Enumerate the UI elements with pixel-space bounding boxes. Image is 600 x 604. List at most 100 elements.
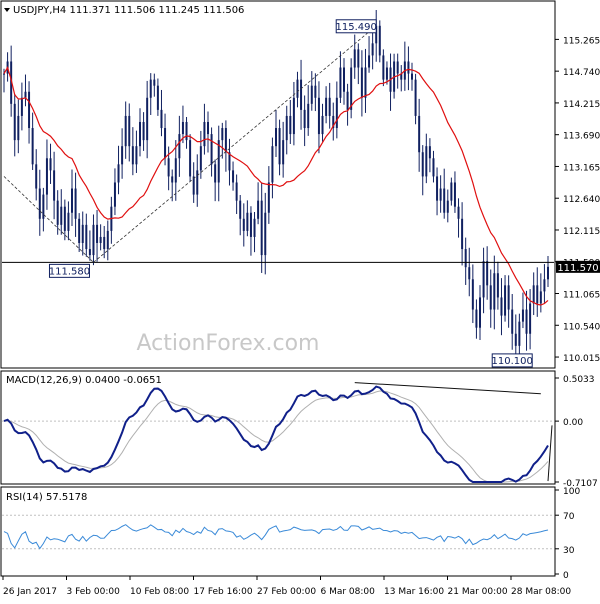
candle-body bbox=[88, 249, 91, 256]
candle-body bbox=[425, 146, 428, 177]
candle-body bbox=[468, 267, 471, 280]
candle-body bbox=[85, 224, 88, 250]
macd-layer bbox=[2, 382, 554, 483]
candle-body bbox=[436, 176, 439, 201]
moving-average-line bbox=[3, 66, 549, 306]
candle-body bbox=[414, 79, 417, 116]
candle-body bbox=[10, 61, 13, 104]
annotation-high-label: 115.490 bbox=[336, 22, 377, 33]
candle-body bbox=[249, 212, 252, 237]
candle-body bbox=[56, 200, 59, 225]
price-candles-layer bbox=[3, 9, 549, 363]
candle-body bbox=[67, 212, 70, 231]
candle-body bbox=[486, 261, 489, 286]
candle-body bbox=[489, 285, 492, 310]
candle-body bbox=[113, 182, 116, 207]
candle-body bbox=[149, 79, 152, 98]
candle-body bbox=[292, 97, 295, 135]
candle-body bbox=[339, 67, 342, 98]
candle-body bbox=[479, 297, 481, 328]
candle-body bbox=[181, 121, 184, 135]
candle-body bbox=[63, 206, 66, 231]
candle-body bbox=[131, 146, 134, 165]
candle-body bbox=[42, 194, 45, 219]
rsi-tick-label: 100 bbox=[563, 487, 580, 497]
candle-body bbox=[35, 164, 38, 189]
candle-body bbox=[500, 297, 503, 316]
candle-body bbox=[453, 182, 456, 207]
candle-body bbox=[171, 176, 174, 183]
annotation-mid-low: 111.580 bbox=[49, 263, 90, 278]
candle-body bbox=[275, 128, 277, 147]
price-tick-label: 112.115 bbox=[563, 227, 600, 237]
candle-body bbox=[357, 49, 360, 68]
candle-body bbox=[507, 285, 510, 310]
candle-body bbox=[278, 128, 281, 165]
x-tick-label: 10 Feb 08:00 bbox=[130, 587, 189, 597]
annotation-layer: 115.490 111.580 110.100 bbox=[49, 19, 533, 368]
x-tick-label: 27 Feb 00:00 bbox=[257, 587, 316, 597]
rsi-layer bbox=[2, 514, 554, 550]
candle-body bbox=[221, 128, 224, 141]
candle-body bbox=[81, 224, 84, 243]
price-tick-label: 113.690 bbox=[563, 132, 600, 142]
price-title-group: USDJPY,H4 111.371 111.506 111.245 111.50… bbox=[4, 5, 244, 16]
candle-body bbox=[539, 291, 542, 304]
candle-body bbox=[13, 103, 16, 141]
price-panel-frame bbox=[0, 0, 556, 369]
candle-body bbox=[235, 182, 238, 201]
candle-body bbox=[253, 218, 256, 237]
candle-body bbox=[96, 224, 99, 243]
candle-body bbox=[17, 115, 20, 141]
candle-body bbox=[296, 79, 299, 98]
candle-body bbox=[217, 140, 220, 183]
candle-body bbox=[103, 236, 106, 250]
candle-body bbox=[239, 200, 242, 219]
candle-body bbox=[99, 236, 102, 243]
candle-body bbox=[45, 158, 48, 195]
candle-body bbox=[475, 309, 478, 328]
candle-body bbox=[378, 25, 381, 56]
candle-body bbox=[382, 55, 385, 80]
candle-body bbox=[196, 170, 199, 195]
candle-body bbox=[368, 55, 371, 68]
candle-body bbox=[135, 146, 138, 165]
candle-body bbox=[446, 200, 449, 213]
candle-body bbox=[185, 121, 188, 141]
candle-body bbox=[482, 261, 485, 298]
candle-body bbox=[246, 212, 249, 231]
candle-body bbox=[242, 218, 245, 231]
candle-body bbox=[24, 91, 27, 98]
candle-body bbox=[428, 146, 431, 159]
candle-body bbox=[271, 146, 274, 183]
candle-body bbox=[432, 158, 435, 177]
candle-body bbox=[303, 109, 306, 129]
candle-body bbox=[346, 91, 349, 110]
candle-body bbox=[511, 309, 514, 334]
candle-body bbox=[350, 67, 353, 110]
candle-body bbox=[174, 158, 177, 183]
candle-body bbox=[164, 128, 167, 159]
x-tick-label: 26 Jan 2017 bbox=[3, 587, 57, 597]
candle-body bbox=[189, 140, 192, 177]
macd-tick-label: 0.5033 bbox=[563, 375, 595, 385]
candle-body bbox=[74, 188, 77, 219]
rsi-tick-label: 0 bbox=[563, 571, 569, 581]
moving-average-layer bbox=[2, 25, 554, 306]
macd-tick-label: -0.7107 bbox=[563, 479, 598, 489]
price-tick-label: 114.215 bbox=[563, 100, 600, 110]
rsi-title: RSI(14) 57.5178 bbox=[6, 492, 87, 503]
candle-body bbox=[521, 309, 524, 322]
rsi-panel-frame bbox=[0, 486, 556, 577]
candle-body bbox=[178, 134, 181, 159]
candle-body bbox=[300, 79, 303, 110]
candle-body bbox=[325, 97, 328, 116]
candle-body bbox=[328, 97, 331, 116]
dropdown-triangle-icon[interactable] bbox=[4, 8, 10, 12]
candle-body bbox=[124, 115, 127, 147]
candle-body bbox=[228, 152, 231, 171]
candle-body bbox=[525, 309, 528, 334]
candle-body bbox=[60, 206, 63, 225]
annotation-low: 110.100 bbox=[492, 353, 533, 368]
